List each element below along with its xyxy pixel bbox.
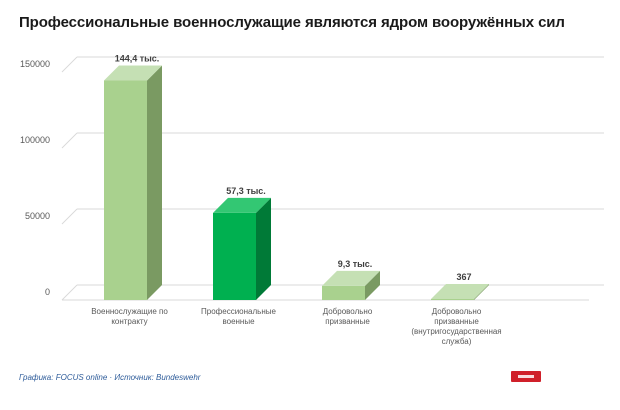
bar-front <box>213 212 256 300</box>
x-category-label: Военнослужащие по <box>91 307 168 316</box>
y-tick-label: 100000 <box>20 135 50 145</box>
gridline-depth <box>61 208 78 225</box>
x-category-label: контракту <box>111 317 147 326</box>
x-category-label: Добровольно <box>323 307 373 316</box>
bar-side <box>365 270 380 300</box>
y-tick-label: 50000 <box>25 211 50 221</box>
bar-front <box>431 299 474 300</box>
gridline-depth <box>61 284 78 301</box>
source-credit: Графика: FOCUS online · Источник: Bundes… <box>19 373 201 382</box>
data-label: 367 <box>456 272 471 282</box>
bar-top <box>213 197 271 213</box>
gridline-depth <box>61 56 78 73</box>
focus-online-logo <box>511 371 541 382</box>
y-tick-label: 0 <box>45 287 50 297</box>
gridline-depth <box>61 132 78 149</box>
x-category-label: призванные <box>325 317 370 326</box>
data-label: 144,4 тыс. <box>115 54 160 64</box>
bar-side <box>256 197 271 300</box>
x-category-label: призванные <box>434 317 479 326</box>
bar-front <box>104 80 147 301</box>
y-tick-label: 150000 <box>20 59 50 69</box>
x-category-label: (внутригосударственная <box>411 327 501 336</box>
data-label: 9,3 тыс. <box>338 259 373 269</box>
x-category-label: Профессиональные <box>201 307 276 316</box>
bar-top <box>104 65 162 81</box>
bar-side <box>474 284 489 300</box>
bar-top <box>431 284 489 299</box>
data-label: 57,3 тыс. <box>226 186 266 196</box>
bar-top <box>322 270 380 286</box>
x-category-label: служба) <box>442 337 472 346</box>
x-category-label: военные <box>222 317 255 326</box>
chart-title: Профессиональные военнослужащие являются… <box>19 14 565 31</box>
bar-front <box>322 285 365 300</box>
bar-side <box>147 65 162 301</box>
x-category-label: Добровольно <box>432 307 482 316</box>
